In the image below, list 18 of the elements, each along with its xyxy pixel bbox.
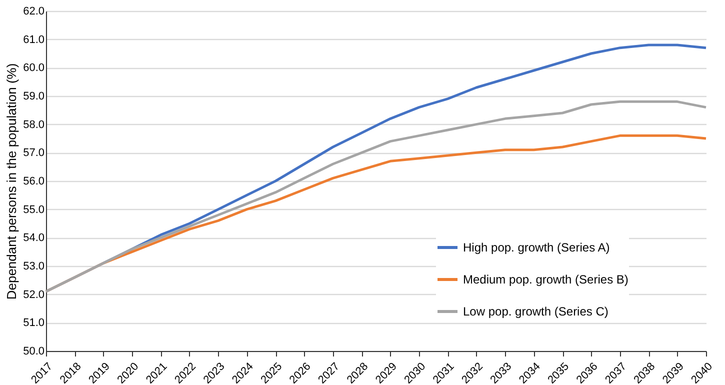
y-tick-label: 59.0: [23, 90, 44, 102]
y-tick-label: 52.0: [23, 288, 44, 301]
y-tick-label: 57.0: [23, 147, 44, 160]
y-tick-label: 50.0: [23, 346, 44, 358]
legend-label: Low pop. growth (Series C): [463, 304, 608, 318]
y-tick-label: 60.0: [23, 62, 44, 74]
line-series: [44, 100, 708, 293]
legend-label: Medium pop. growth (Series B): [463, 272, 628, 286]
y-tick-label: 51.0: [23, 317, 44, 330]
y-tick-label: 58.0: [23, 118, 44, 131]
y-tick-label: 54.0: [23, 232, 44, 244]
y-tick-label: 62.0: [23, 6, 44, 18]
legend-label: High pop. growth (Series A): [463, 240, 610, 254]
y-tick-label: 61.0: [23, 34, 44, 46]
y-tick-label: 55.0: [23, 204, 44, 216]
y-tick-label: 53.0: [23, 260, 44, 272]
y-axis-title: Dependant persons in the population (%): [4, 63, 20, 300]
y-tick-label: 56.0: [23, 176, 44, 188]
